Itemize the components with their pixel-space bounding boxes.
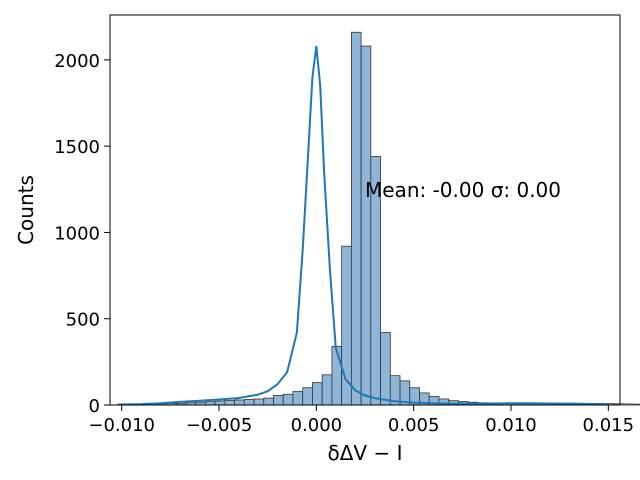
histogram-bar (273, 395, 284, 406)
histogram-bar (292, 391, 304, 406)
x-tick-label: 0.010 (485, 415, 537, 436)
histogram-bar (633, 403, 640, 406)
y-tick-label: 1000 (54, 223, 100, 244)
histogram-bar (224, 400, 235, 406)
histogram-bar (302, 387, 313, 406)
histogram-bar (234, 399, 245, 406)
plot-frame (109, 14, 621, 406)
x-tick-label: −0.005 (186, 415, 253, 436)
stats-annotation: Mean: -0.00 σ: 0.00 (365, 178, 561, 202)
x-tick-label: 0.000 (291, 415, 343, 436)
histogram-bar (214, 400, 226, 406)
histogram-bar (380, 332, 391, 406)
histogram-bar (623, 403, 635, 406)
histogram-bar (331, 345, 343, 406)
y-tick-label: 500 (66, 310, 100, 331)
kde-curve (117, 45, 609, 406)
histogram-bar (282, 393, 294, 406)
histogram-bar (263, 397, 274, 406)
histogram-bar (360, 45, 372, 406)
histogram-bar (312, 382, 323, 406)
y-tick-label: 0 (89, 396, 100, 417)
histogram-bar (350, 31, 362, 406)
x-axis-label: δΔV − I (328, 441, 403, 465)
y-axis-label: Counts (14, 175, 38, 245)
histogram-bar (253, 398, 265, 406)
histogram-bar (243, 399, 255, 406)
histogram-bar (321, 374, 333, 406)
x-tick-label: 0.015 (583, 415, 635, 436)
x-axis-ticks: −0.010 −0.005 0.000 0.005 0.010 0.015 (88, 405, 634, 436)
y-tick-label: 1500 (54, 137, 100, 158)
x-tick-label: 0.005 (388, 415, 440, 436)
x-tick-label: −0.010 (88, 415, 155, 436)
y-tick-label: 2000 (54, 51, 100, 72)
y-axis-ticks: 0 500 1000 1500 2000 (54, 51, 110, 417)
